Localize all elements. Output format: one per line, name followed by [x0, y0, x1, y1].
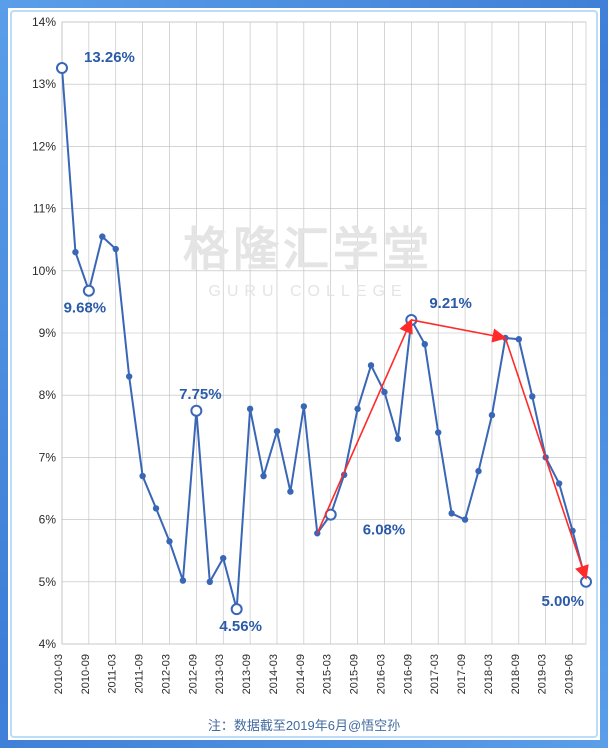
- callout-label: 4.56%: [219, 618, 262, 635]
- data-marker: [529, 393, 535, 399]
- xtick-label: 2013-03: [214, 654, 226, 694]
- xtick-label: 2014-09: [295, 654, 307, 694]
- xtick-label: 2012-09: [187, 654, 199, 694]
- line-chart: 4% 5% 6% 7% 8% 9% 10% 11% 12% 13% 14% 2010-03 2010-0…: [18, 14, 598, 708]
- xtick-label: 2015-03: [322, 654, 334, 694]
- xtick-label: 2016-09: [402, 654, 414, 694]
- xtick-label: 2010-03: [53, 654, 65, 694]
- xtick-label: 2018-03: [483, 654, 495, 694]
- hollow-marker: [191, 406, 201, 416]
- data-marker: [220, 555, 226, 561]
- data-marker: [462, 516, 468, 522]
- trend-arrow: [411, 320, 505, 338]
- hollow-marker: [84, 286, 94, 296]
- ytick-label: 9%: [39, 326, 57, 340]
- xtick-label: 2019-06: [564, 654, 576, 694]
- xtick-label: 2019-03: [537, 654, 549, 694]
- xtick-label: 2012-03: [160, 654, 172, 694]
- callout-label: 6.08%: [363, 522, 406, 539]
- data-marker: [260, 473, 266, 479]
- ytick-label: 12%: [32, 139, 56, 153]
- footer-note: 注：数据截至2019年6月@悟空孙: [0, 715, 608, 734]
- ytick-label: 4%: [39, 637, 57, 651]
- data-marker: [381, 389, 387, 395]
- data-marker: [448, 510, 454, 516]
- data-marker: [99, 233, 105, 239]
- ytick-label: 11%: [33, 202, 56, 216]
- callout-label: 13.26%: [84, 49, 135, 66]
- xtick-label: 2015-09: [349, 654, 361, 694]
- data-marker: [274, 428, 280, 434]
- ytick-label: 7%: [39, 450, 57, 464]
- ytick-label: 8%: [39, 388, 57, 402]
- data-marker: [368, 362, 374, 368]
- hollow-marker: [57, 63, 67, 73]
- callout-label: 7.75%: [179, 386, 222, 403]
- data-marker: [139, 473, 145, 479]
- ytick-label: 13%: [32, 77, 56, 91]
- ytick-label: 10%: [32, 264, 56, 278]
- ytick-label: 6%: [39, 513, 57, 527]
- data-marker: [516, 336, 522, 342]
- data-marker: [126, 373, 132, 379]
- xtick-label: 2018-09: [510, 654, 522, 694]
- callout-label: 9.68%: [64, 300, 107, 317]
- data-marker: [475, 468, 481, 474]
- hollow-marker: [232, 604, 242, 614]
- xtick-label: 2016-03: [375, 654, 387, 694]
- xtick-label: 2013-09: [241, 654, 253, 694]
- data-marker: [153, 505, 159, 511]
- data-marker: [435, 429, 441, 435]
- xtick-label: 2014-03: [268, 654, 280, 694]
- data-marker: [301, 403, 307, 409]
- xtick-label: 2011-09: [134, 654, 146, 694]
- data-marker: [72, 249, 78, 255]
- data-marker: [354, 406, 360, 412]
- data-marker: [180, 577, 186, 583]
- ytick-label: 14%: [32, 15, 56, 29]
- trend-arrow: [317, 320, 411, 533]
- callout-label: 5.00%: [541, 593, 584, 610]
- callout-label: 9.21%: [429, 295, 472, 312]
- data-marker: [207, 579, 213, 585]
- data-marker: [395, 436, 401, 442]
- data-marker: [489, 412, 495, 418]
- chart-container: 格隆汇学堂 GURU COLLEGE 4%5%6%7%8%9%10%11%12%…: [18, 14, 598, 708]
- xtick-label: 2011-03: [107, 654, 119, 694]
- data-marker: [247, 406, 253, 412]
- data-marker: [113, 246, 119, 252]
- xtick-label: 2017-09: [456, 654, 468, 694]
- ytick-label: 5%: [39, 575, 57, 589]
- data-marker: [556, 480, 562, 486]
- xtick-label: 2010-09: [80, 654, 92, 694]
- data-marker: [287, 488, 293, 494]
- xtick-label: 2017-03: [429, 654, 441, 694]
- data-marker: [166, 538, 172, 544]
- data-marker: [422, 341, 428, 347]
